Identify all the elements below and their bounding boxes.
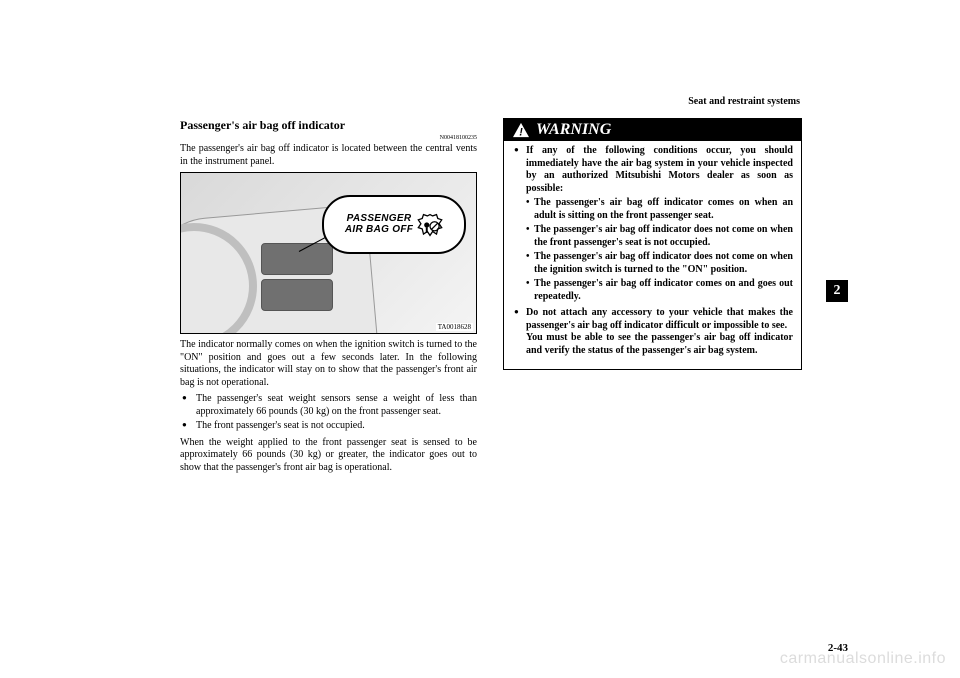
svg-text:!: ! — [519, 126, 523, 138]
section-header: Seat and restraint systems — [688, 96, 800, 107]
dashboard-figure: PASSENGER AIR BAG OFF TA0018628 — [180, 172, 477, 334]
warning-label: WARNING — [536, 121, 611, 139]
manual-page: Seat and restraint systems Passenger's a… — [180, 110, 800, 610]
condition-item: The passenger's seat weight sensors sens… — [196, 393, 477, 418]
warning-subitem: The passenger's air bag off indicator co… — [534, 278, 793, 303]
warning-triangle-icon: ! — [512, 122, 530, 138]
callout-line2: AIR BAG OFF — [345, 224, 413, 235]
warning-lead: Do not attach any accessory to your vehi… — [526, 307, 793, 331]
operation-paragraph: The indicator normally comes on when the… — [180, 339, 477, 389]
warning-tail: You must be able to see the passenger's … — [526, 332, 793, 356]
callout-label: PASSENGER AIR BAG OFF — [345, 214, 413, 235]
callout-line1: PASSENGER — [347, 213, 412, 224]
condition-list: The passenger's seat weight sensors sens… — [180, 393, 477, 433]
section-title: Passenger's air bag off indicator — [180, 118, 477, 133]
center-vent-illustration — [261, 243, 333, 275]
indicator-callout: PASSENGER AIR BAG OFF — [322, 195, 466, 254]
internal-id: N00418100235 — [180, 135, 477, 141]
weight-paragraph: When the weight applied to the front pas… — [180, 437, 477, 475]
intro-paragraph: The passenger's air bag off indicator is… — [180, 143, 477, 168]
warning-header: ! WARNING — [504, 119, 801, 141]
chapter-tab: 2 — [826, 280, 848, 302]
warning-lead: If any of the following conditions occur… — [526, 145, 793, 194]
warning-body: If any of the following conditions occur… — [504, 141, 801, 369]
left-column: Passenger's air bag off indicator N00418… — [180, 118, 477, 478]
right-column: ! WARNING If any of the following condit… — [503, 118, 800, 478]
warning-item: Do not attach any accessory to your vehi… — [526, 307, 793, 357]
content-columns: Passenger's air bag off indicator N00418… — [180, 118, 800, 478]
airbag-off-icon — [417, 212, 443, 238]
warning-sublist: The passenger's air bag off indicator co… — [526, 197, 793, 303]
warning-subitem: The passenger's air bag off indicator do… — [534, 251, 793, 276]
figure-id: TA0018628 — [436, 323, 473, 331]
warning-list: If any of the following conditions occur… — [512, 145, 793, 357]
warning-item: If any of the following conditions occur… — [526, 145, 793, 303]
condition-item: The front passenger's seat is not occupi… — [196, 420, 477, 433]
warning-box: ! WARNING If any of the following condit… — [503, 118, 802, 370]
watermark: carmanualsonline.info — [780, 650, 946, 668]
warning-subitem: The passenger's air bag off indicator co… — [534, 197, 793, 222]
warning-subitem: The passenger's air bag off indicator do… — [534, 224, 793, 249]
